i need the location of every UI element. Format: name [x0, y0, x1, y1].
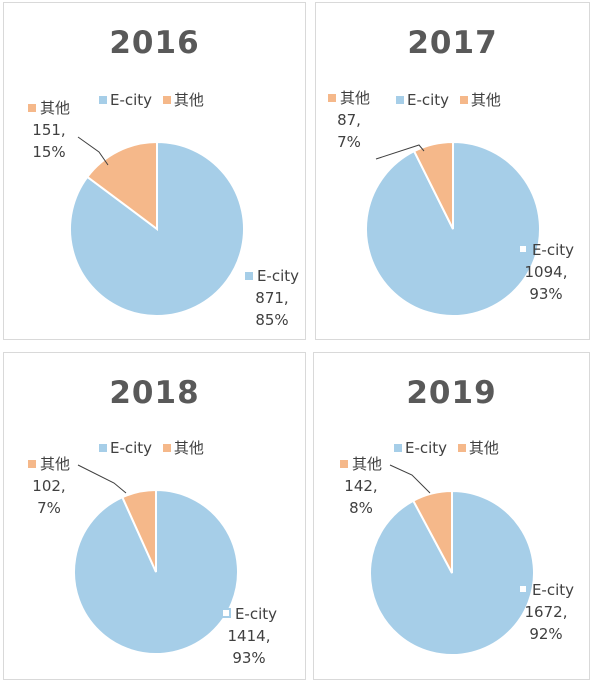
- label-marker-ecity: [517, 584, 528, 594]
- chart-title: 2017: [407, 25, 498, 61]
- pie-chart: [369, 464, 535, 656]
- label-percent: 8%: [349, 499, 373, 517]
- label-category: 其他: [351, 455, 382, 473]
- legend: E-city 其他: [396, 89, 507, 110]
- legend: E-city 其他: [99, 89, 210, 110]
- pie-slice-other: [85, 140, 158, 231]
- label-marker-ecity: [220, 608, 231, 618]
- legend-label: E-city: [405, 439, 448, 457]
- legend-label: E-city: [110, 439, 153, 457]
- label-category: E-city: [234, 605, 278, 623]
- legend-label: 其他: [173, 439, 204, 457]
- pie-chart: [365, 140, 541, 317]
- label-percent: 93%: [232, 649, 266, 667]
- chart-title: 2018: [109, 375, 200, 411]
- legend-item-other: 其他: [457, 437, 499, 458]
- label-value: 1094,: [524, 263, 568, 281]
- legend-label: 其他: [468, 439, 499, 457]
- legend-swatch-other: [162, 96, 171, 104]
- leader-line: [389, 464, 431, 494]
- label-category: 其他: [339, 89, 370, 107]
- label-percent: 92%: [529, 625, 563, 643]
- legend-item-other: 其他: [162, 437, 204, 458]
- label-marker-other: [327, 94, 336, 102]
- label-category: E-city: [256, 267, 300, 285]
- data-label-ecity: E-city 1414, 93%: [204, 603, 294, 669]
- leader-line: [77, 464, 127, 494]
- legend-label: E-city: [407, 91, 450, 109]
- pie-chart: [69, 136, 245, 317]
- legend-item-other: 其他: [162, 89, 204, 110]
- label-marker-other: [27, 104, 36, 112]
- label-marker-other: [27, 460, 36, 468]
- chart-panel-2019: 2019 E-city 其他 其他 142, 8% E-city 1672, 9…: [313, 352, 590, 680]
- data-label-ecity: E-city 871, 85%: [237, 265, 307, 331]
- label-value: 1414,: [227, 627, 271, 645]
- legend-item-ecity: E-city: [396, 91, 449, 109]
- data-label-other: 其他 142, 8%: [326, 453, 396, 519]
- label-value: 87,: [337, 111, 361, 129]
- leader-line: [77, 136, 109, 166]
- label-percent: 7%: [37, 499, 61, 517]
- legend-label: 其他: [470, 91, 501, 109]
- label-percent: 85%: [255, 311, 289, 329]
- legend-swatch-ecity: [394, 444, 402, 452]
- chart-panel-2018: 2018 E-city 其他 其他 102, 7% E-city 1414, 9…: [3, 352, 306, 680]
- label-category: 其他: [39, 99, 70, 117]
- legend-swatch-ecity: [396, 96, 404, 104]
- legend-item-ecity: E-city: [99, 91, 152, 109]
- label-category: E-city: [531, 581, 575, 599]
- label-percent: 15%: [32, 143, 66, 161]
- legend-swatch-other: [459, 96, 468, 104]
- label-value: 102,: [32, 477, 66, 495]
- pie-chart: [73, 464, 239, 655]
- legend: E-city 其他: [99, 437, 210, 458]
- chart-panel-2016: 2016 E-city 其他 其他 151, 15% E-city 871, 8…: [3, 2, 306, 340]
- label-value: 871,: [255, 289, 289, 307]
- legend-swatch-ecity: [99, 444, 107, 452]
- legend-item-ecity: E-city: [99, 439, 152, 457]
- legend-label: E-city: [110, 91, 153, 109]
- legend-swatch-ecity: [99, 96, 107, 104]
- data-label-ecity: E-city 1094, 93%: [506, 239, 586, 305]
- data-label-other: 其他 87, 7%: [324, 87, 374, 153]
- label-percent: 93%: [529, 285, 563, 303]
- chart-title: 2016: [109, 25, 200, 61]
- label-percent: 7%: [337, 133, 361, 151]
- data-label-other: 其他 151, 15%: [14, 97, 84, 163]
- chart-title: 2019: [406, 375, 497, 411]
- legend-swatch-other: [162, 444, 171, 452]
- pie-slice-other: [121, 488, 157, 573]
- label-marker-ecity: [244, 272, 253, 280]
- leader-line: [375, 144, 425, 160]
- legend-label: 其他: [173, 91, 204, 109]
- label-marker-ecity: [517, 244, 528, 254]
- data-label-other: 其他 102, 7%: [14, 453, 84, 519]
- pie-slice-other: [412, 140, 454, 230]
- legend: E-city 其他: [394, 437, 505, 458]
- legend-item-ecity: E-city: [394, 439, 447, 457]
- label-value: 151,: [32, 121, 66, 139]
- label-marker-other: [339, 460, 348, 468]
- chart-panel-2017: 2017 E-city 其他 其他 87, 7% E-city 1094, 93…: [315, 2, 590, 340]
- label-value: 1672,: [524, 603, 568, 621]
- data-label-ecity: E-city 1672, 92%: [506, 579, 586, 645]
- label-category: E-city: [531, 241, 575, 259]
- legend-item-other: 其他: [459, 89, 501, 110]
- pie-slice-other: [411, 489, 453, 574]
- label-category: 其他: [39, 455, 70, 473]
- label-value: 142,: [344, 477, 378, 495]
- legend-swatch-other: [457, 444, 466, 452]
